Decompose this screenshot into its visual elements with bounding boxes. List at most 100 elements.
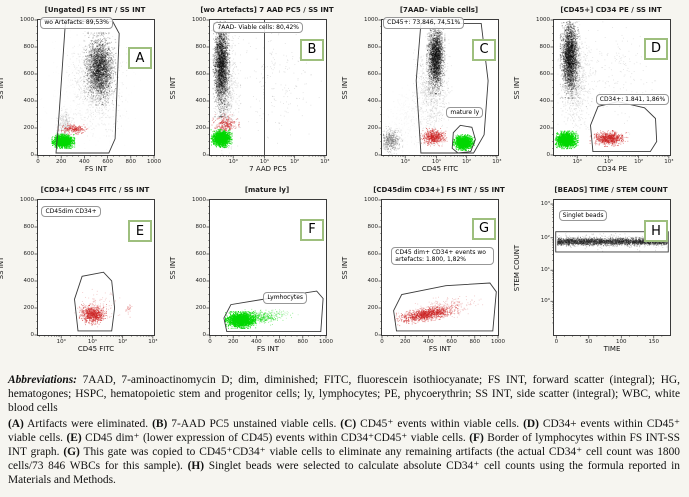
y-tick-label: 10²: [540, 234, 550, 241]
y-tick-label: 600: [195, 251, 207, 257]
y-tick-label: 0: [30, 332, 35, 338]
x-tick-label: 10⁰: [56, 339, 66, 345]
panel-letter-B: B: [300, 38, 324, 61]
flow-panel-D: [CD45+] CD34 PE / SS INT 10⁰ 10¹ 10² 10³ 0 200…: [513, 0, 688, 180]
x-tick-label: 600: [274, 339, 285, 345]
x-tick-label: 150: [648, 339, 660, 345]
y-tick-label: 10⁰: [540, 298, 550, 305]
y-tick-label: 200: [195, 305, 207, 311]
x-tick-label: 0: [208, 339, 212, 345]
y-tick-label: 200: [195, 125, 207, 131]
plot-area-H: 0 50 100 150 10⁰ 10¹ 10² 10³ TIME STEM COUNT Singl…: [513, 199, 671, 353]
x-tick-label: 400: [251, 339, 262, 345]
abbreviations-text: Abbreviations: 7AAD, 7-aminoactinomycin …: [8, 374, 680, 415]
plot-area-B: 10⁰ 10¹ 10² 10³ 0 200 400 600 800 1000 7 AAD PC5 SS…: [169, 17, 329, 173]
gate-annotation-C-0: CD45+: 73.846, 74,51%: [383, 17, 465, 29]
x-tick-label: 800: [469, 339, 481, 345]
y-tick-label: 1000: [192, 17, 206, 23]
y-tick-label: 200: [23, 125, 35, 131]
x-tick-label: 10¹: [603, 159, 614, 165]
panel-title-G: [CD45dim CD34+] FS INT / SS INT: [373, 186, 505, 194]
gate-overlay-E: [34, 199, 154, 339]
panel-title-F: [mature ly]: [244, 186, 290, 194]
x-tick-label: 10¹: [431, 159, 442, 165]
panel-title-H: [BEADS] TIME / STEM COUNT: [554, 186, 668, 194]
panel-title-E: [CD34+] CD45 FITC / SS INT: [40, 186, 150, 194]
y-tick-label: 200: [367, 125, 379, 131]
y-tick-label: 600: [539, 71, 551, 77]
y-tick-label: 0: [202, 152, 207, 158]
x-tick-label: 0: [36, 159, 40, 165]
gate-annotation-F-0: Lymhocytes: [263, 292, 308, 304]
plot-area-F: 0 200 400 600 800 1000 0 200 400 600 800 1000 FS INT…: [169, 197, 333, 353]
panel-letter-D: D: [644, 37, 668, 60]
flow-panel-E: [CD34+] CD45 FITC / SS INT 10⁰ 10¹ 10² 10³ 0 2…: [0, 180, 172, 366]
gate-annotation-G-0: CD45 dim+ CD34+ events wo artefacts: 1.8…: [391, 246, 495, 265]
y-tick-label: 400: [23, 98, 35, 104]
y-tick-label: 400: [23, 278, 35, 284]
panel-title-A: [Ungated] FS INT / SS INT: [44, 6, 146, 14]
x-tick-label: 10³: [664, 159, 674, 165]
x-tick-label: 1000: [147, 159, 161, 165]
gate-overlay-A: [34, 19, 155, 159]
y-tick-label: 800: [367, 224, 379, 230]
y-axis-label-F: SS INT: [169, 256, 177, 279]
gate-annotation-D-0: CD34+: 1.841, 1,86%: [595, 93, 670, 105]
gate-annotation-C-1: mature ly: [446, 107, 484, 119]
gate-overlay-G: [378, 199, 499, 339]
x-tick-label: 800: [297, 339, 309, 345]
y-tick-label: 10³: [540, 201, 550, 208]
x-axis-label-E: CD45 FITC: [77, 345, 115, 353]
y-tick-label: 600: [23, 251, 35, 257]
x-tick-label: 400: [423, 339, 434, 345]
y-tick-label: 800: [539, 44, 551, 50]
panel-letter-A: A: [128, 47, 152, 69]
y-tick-label: 0: [374, 152, 379, 158]
y-tick-label: 400: [195, 278, 207, 284]
x-tick-label: 0: [380, 339, 384, 345]
y-axis-label-C: SS INT: [341, 76, 349, 99]
y-tick-label: 200: [23, 305, 35, 311]
x-tick-label: 1000: [491, 339, 505, 345]
gate-annotation-H-0: Singlet beads: [558, 210, 608, 222]
flow-panel-A: [Ungated] FS INT / SS INT 0 200 400 600 800 10…: [0, 0, 172, 180]
y-tick-label: 800: [195, 224, 207, 230]
x-axis-label-F: FS INT: [256, 345, 280, 353]
y-axis-label-E: SS INT: [0, 256, 5, 279]
flow-panel-H: [BEADS] TIME / STEM COUNT 0 50 100 150 10⁰ 10¹…: [513, 180, 688, 366]
y-tick-label: 1000: [20, 197, 34, 203]
x-tick-label: 10²: [290, 159, 300, 165]
gate-overlay-B: [206, 19, 326, 159]
x-tick-label: 50: [585, 339, 593, 345]
plot-area-A: 0 200 400 600 800 1000 0 200 400 600 800 1000 FS INT…: [0, 17, 161, 173]
panel-title-B: [wo Artefacts] 7 AAD PC5 / SS INT: [200, 6, 334, 14]
x-tick-label: 10³: [148, 339, 158, 345]
x-axis-label-D: CD34 PE: [596, 165, 628, 173]
figure-description: (A) Artifacts were eliminated. (B) 7-AAD…: [8, 417, 681, 487]
y-axis-label-H: STEM COUNT: [513, 244, 521, 291]
x-axis-label-H: TIME: [603, 345, 621, 353]
panel-letter-G: G: [472, 217, 496, 240]
y-axis-label-D: SS INT: [513, 76, 521, 99]
y-tick-label: 400: [367, 278, 379, 284]
panel-title-D: [CD45+] CD34 PE / SS INT: [560, 6, 662, 14]
y-tick-label: 200: [367, 305, 379, 311]
panel-letter-H: H: [644, 220, 668, 243]
y-tick-label: 1000: [20, 17, 34, 23]
panel-letter-F: F: [300, 218, 324, 241]
x-tick-label: 10⁰: [400, 159, 410, 165]
x-tick-label: 10²: [634, 159, 644, 165]
plot-area-E: 10⁰ 10¹ 10² 10³ 0 200 400 600 800 1000 CD45 FITC SS…: [0, 197, 157, 353]
y-tick-label: 400: [367, 98, 379, 104]
x-tick-label: 800: [125, 159, 137, 165]
y-tick-label: 1000: [364, 197, 378, 203]
x-tick-label: 200: [227, 339, 239, 345]
x-axis-label-C: CD45 FITC: [421, 165, 459, 173]
x-axis-label-B: 7 AAD PC5: [249, 165, 287, 173]
plot-area-G: 0 200 400 600 800 1000 0 200 400 600 800 1000 FS INT…: [341, 197, 505, 353]
y-tick-label: 400: [539, 98, 551, 104]
gate-annotation-B-0: 7AAD- Viable cells: 80,42%: [213, 22, 304, 34]
x-tick-label: 600: [102, 159, 113, 165]
y-tick-label: 200: [539, 125, 551, 131]
flow-panel-G: [CD45dim CD34+] FS INT / SS INT 0 200 400 60…: [341, 180, 516, 366]
